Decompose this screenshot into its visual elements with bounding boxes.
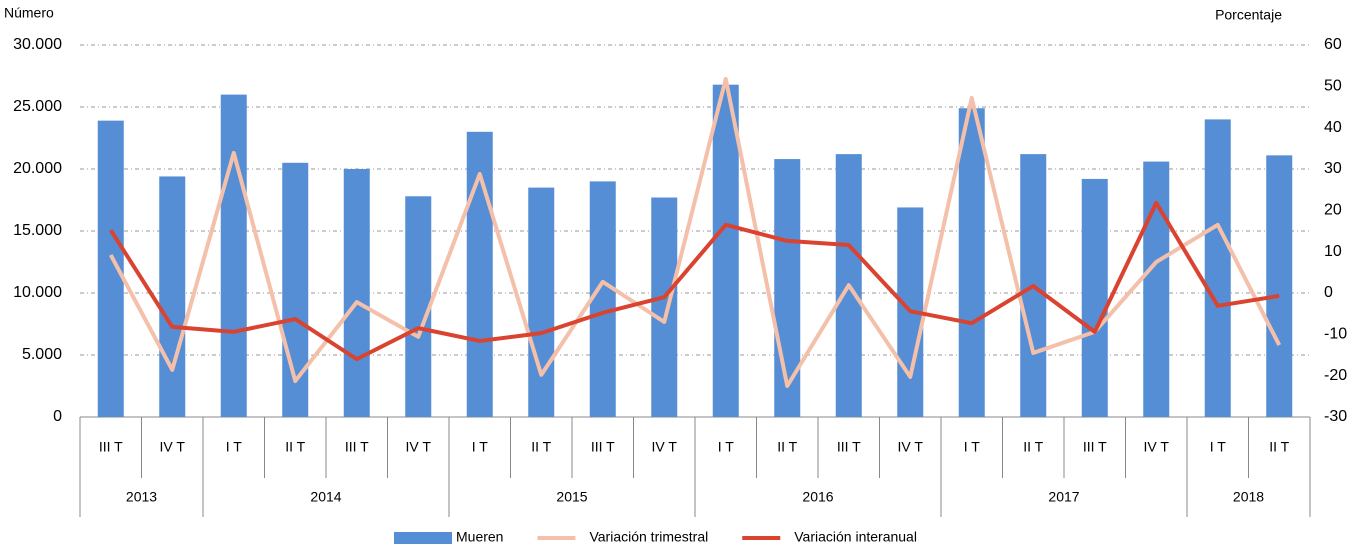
x-group-label: 2017 — [1048, 489, 1079, 505]
y2-tick-label: 30 — [1324, 160, 1342, 177]
x-tick-label: IV T — [1144, 439, 1170, 455]
bar — [159, 176, 186, 417]
y-tick-label: 25.000 — [13, 98, 62, 115]
bar — [958, 108, 985, 418]
bar — [1081, 178, 1108, 417]
x-tick-label: I T — [472, 439, 489, 455]
x-tick-label: IV T — [406, 439, 432, 455]
x-tick-label: III T — [591, 439, 615, 455]
bar — [405, 196, 432, 417]
x-tick-label: I T — [718, 439, 735, 455]
x-tick-label: IV T — [652, 439, 678, 455]
bar — [1266, 155, 1293, 418]
bar — [220, 94, 247, 417]
x-group-label: 2014 — [310, 489, 341, 505]
x-group-label: 2016 — [802, 489, 833, 505]
x-tick-label: II T — [1023, 439, 1043, 455]
bar — [1204, 119, 1231, 418]
y-tick-label: 30.000 — [13, 36, 62, 53]
y2-tick-label: -20 — [1324, 367, 1347, 384]
x-tick-label: IV T — [160, 439, 186, 455]
bar — [712, 84, 739, 418]
y-tick-label: 15.000 — [13, 222, 62, 239]
y2-tick-label: 50 — [1324, 78, 1342, 95]
x-tick-label: II T — [777, 439, 797, 455]
legend-label: Variación trimestral — [589, 529, 708, 545]
x-tick-label: III T — [99, 439, 123, 455]
y-tick-label: 20.000 — [13, 160, 62, 177]
legend-label: Mueren — [456, 529, 503, 545]
x-tick-label: III T — [345, 439, 369, 455]
x-tick-label: III T — [837, 439, 861, 455]
bar — [651, 197, 678, 417]
bar — [1143, 161, 1170, 417]
y2-tick-label: -30 — [1324, 408, 1347, 425]
legend-swatch — [394, 532, 452, 544]
bar — [343, 169, 370, 417]
y-tick-label: 5.000 — [22, 346, 62, 363]
y2-tick-label: 10 — [1324, 243, 1342, 260]
y2-tick-label: 20 — [1324, 202, 1342, 219]
x-tick-label: II T — [1269, 439, 1289, 455]
y2-axis-title: Porcentaje — [1215, 7, 1282, 23]
x-tick-label: II T — [531, 439, 551, 455]
y2-tick-label: -10 — [1324, 326, 1347, 343]
y2-tick-label: 60 — [1324, 36, 1342, 53]
x-tick-label: I T — [226, 439, 243, 455]
x-group-label: 2015 — [556, 489, 587, 505]
x-group-label: 2018 — [1233, 489, 1264, 505]
y2-tick-label: 0 — [1324, 284, 1333, 301]
x-tick-label: II T — [285, 439, 305, 455]
line — [109, 200, 1280, 362]
x-tick-label: IV T — [898, 439, 924, 455]
legend-label: Variación interanual — [794, 529, 917, 545]
y2-tick-label: 40 — [1324, 119, 1342, 136]
x-tick-label: I T — [1210, 439, 1227, 455]
x-tick-label: I T — [964, 439, 981, 455]
x-group-label: 2013 — [126, 489, 157, 505]
y-axis-title: Número — [4, 5, 54, 21]
y-tick-label: 0 — [53, 408, 62, 425]
y-tick-label: 10.000 — [13, 284, 62, 301]
x-tick-label: III T — [1083, 439, 1107, 455]
bar — [589, 181, 616, 417]
line — [108, 76, 1282, 388]
bar — [528, 187, 555, 417]
